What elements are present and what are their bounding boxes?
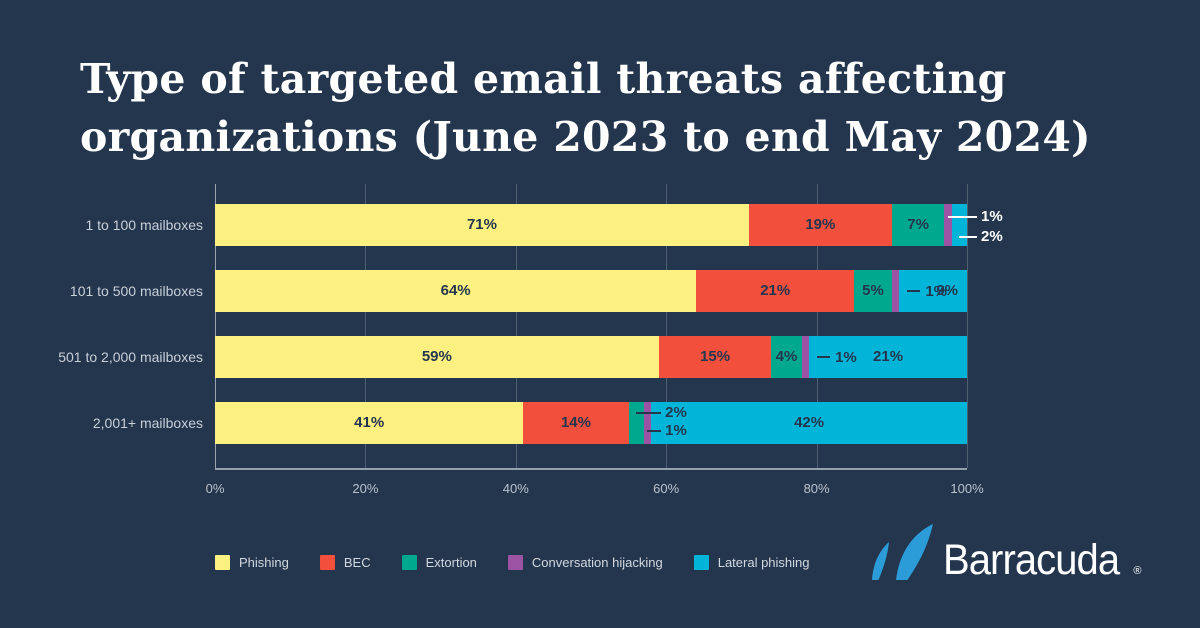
bar-segment-bec xyxy=(658,336,772,378)
legend-swatch-extortion xyxy=(401,555,417,570)
bar-value-label: 21% xyxy=(760,282,791,299)
gridline xyxy=(816,184,818,468)
bar-value-label: 4% xyxy=(775,348,798,365)
chart-title: Type of targeted email threats affecting… xyxy=(80,50,1140,166)
gridline xyxy=(365,184,367,468)
bar-value-label: 41% xyxy=(354,414,385,431)
legend-swatch-conversation-hijacking xyxy=(507,555,523,570)
bar-row: 59% 15% 4% 1% 21% xyxy=(215,336,967,378)
legend-item: Phishing xyxy=(215,555,289,570)
gridline xyxy=(967,184,968,468)
bar-value-label: 71% xyxy=(466,216,497,233)
legend-swatch-lateral-phishing xyxy=(693,555,709,570)
x-tick-label: 20% xyxy=(352,481,379,496)
chart-title-line1: Type of targeted email threats affecting xyxy=(80,55,1007,103)
bar-row: 64% 21% 5% 1% 9% xyxy=(215,270,967,312)
bar-value-label: 21% xyxy=(873,348,904,365)
leader-line xyxy=(636,412,662,414)
bar-value-label: 64% xyxy=(440,282,471,299)
bar-segment-phishing xyxy=(215,402,524,444)
bar-segment-lateral-phishing xyxy=(951,204,967,246)
bar-segment-phishing xyxy=(215,204,749,246)
legend-item: Lateral phishing xyxy=(693,555,810,570)
bar-segment-conversation-hijacking xyxy=(891,270,900,312)
x-axis-line xyxy=(215,468,967,470)
bar-value-label: 7% xyxy=(907,216,929,233)
plot-area: 71% 19% 7% 1% 2% 64% 21% 5% 1% 9% 59% 15% 4% 1% 21% 41%… xyxy=(215,184,1003,470)
bar-row: 71% 19% 7% 1% 2% xyxy=(215,204,1003,246)
bar-value-callout: 1% xyxy=(981,208,1003,225)
gridline xyxy=(215,184,216,468)
category-label: 501 to 2,000 mailboxes xyxy=(58,349,203,365)
x-tick-label: 80% xyxy=(803,481,830,496)
bar-value-callout: 2% xyxy=(981,228,1003,245)
x-tick-label: 0% xyxy=(205,481,225,496)
bar-value-label: 1% xyxy=(925,282,947,300)
bar-value-label: 1% xyxy=(835,348,857,366)
bar-segment-extortion xyxy=(854,270,892,312)
category-label: 1 to 100 mailboxes xyxy=(85,217,203,233)
bar-value-label: 42% xyxy=(794,414,825,431)
leader-line xyxy=(907,290,921,292)
bar-row: 41% 14% 42% 2% 1% xyxy=(215,402,967,444)
x-tick-label: 100% xyxy=(950,481,984,496)
gridline xyxy=(515,184,517,468)
leader-line xyxy=(948,216,977,218)
chart-title-line2: organizations (June 2023 to end May 2024… xyxy=(80,113,1091,161)
legend-item: BEC xyxy=(319,555,371,570)
x-tick-label: 40% xyxy=(502,481,529,496)
barracuda-logo: Barracuda ® xyxy=(869,522,1142,584)
legend-label: Lateral phishing xyxy=(717,555,810,570)
gridline xyxy=(666,184,668,468)
bar-segment-conversation-hijacking xyxy=(944,204,952,246)
legend-item: Conversation hijacking xyxy=(507,555,663,570)
leader-line xyxy=(959,236,977,238)
bar-value-label: 5% xyxy=(862,282,884,299)
bar-segment-conversation-hijacking xyxy=(643,402,652,444)
bar-segment-phishing xyxy=(215,270,697,312)
leader-line xyxy=(647,430,662,432)
legend-swatch-phishing xyxy=(215,555,230,570)
barracuda-fins-icon xyxy=(872,524,933,580)
bar-segment-conversation-hijacking xyxy=(801,336,810,378)
bar-value-label: 14% xyxy=(560,414,591,431)
legend-label: Phishing xyxy=(239,555,289,570)
bar-value-label: 15% xyxy=(700,348,731,365)
legend-swatch-bec xyxy=(319,555,335,570)
bar-segment-phishing xyxy=(215,336,659,378)
legend: Phishing BEC Extortion Conversation hijacki… xyxy=(215,555,810,570)
legend-item: Extortion xyxy=(401,555,477,570)
barracuda-wordmark: Barracuda xyxy=(943,536,1120,584)
legend-label: BEC xyxy=(343,555,371,570)
bar-value-label: 19% xyxy=(805,216,836,233)
legend-label: Conversation hijacking xyxy=(531,555,663,570)
bar-value-callout: 1% xyxy=(817,336,857,378)
legend-label: Extortion xyxy=(425,555,477,570)
bar-value-callout: 2% xyxy=(665,404,687,421)
x-axis: 0% 20% 40% 60% 80% 100% xyxy=(206,481,984,501)
bar-value-callout: 1% xyxy=(665,422,687,439)
bar-segment-extortion xyxy=(891,204,945,246)
bar-segment-lateral-phishing xyxy=(809,336,967,378)
bar-value-label: 9% xyxy=(936,282,958,299)
bar-value-callout: 1% xyxy=(907,270,947,312)
bar-segment-extortion xyxy=(771,336,802,378)
bar-segment-bec xyxy=(696,270,855,312)
category-label: 101 to 500 mailboxes xyxy=(69,283,203,299)
leader-line xyxy=(817,356,831,358)
bar-segment-bec xyxy=(523,402,629,444)
x-tick-label: 60% xyxy=(653,481,680,496)
registered-mark: ® xyxy=(1133,565,1142,577)
bar-segment-bec xyxy=(748,204,892,246)
bar-segment-lateral-phishing xyxy=(651,402,967,444)
bar-value-label: 59% xyxy=(421,348,452,365)
category-label: 2,001+ mailboxes xyxy=(92,415,203,431)
bar-segment-extortion xyxy=(628,402,644,444)
